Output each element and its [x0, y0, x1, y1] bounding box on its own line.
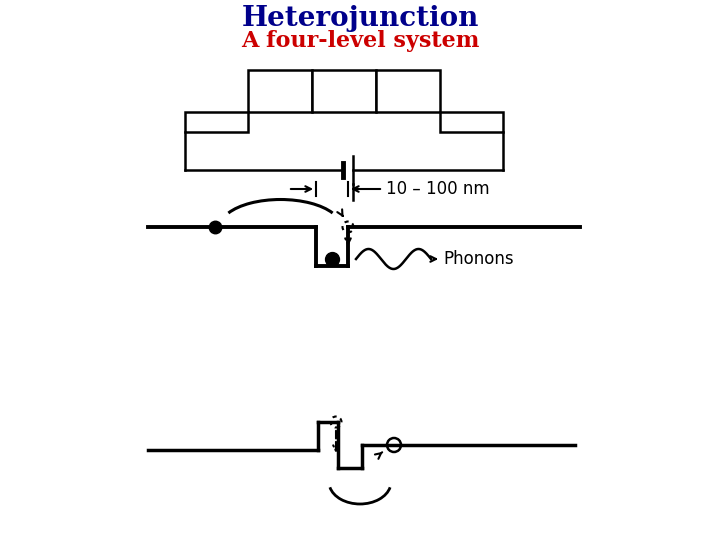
Bar [376, 70, 440, 112]
Text: Heterojunction: Heterojunction [241, 5, 479, 32]
Text: Phonons: Phonons [443, 250, 513, 268]
Text: A four-level system: A four-level system [240, 30, 480, 52]
Bar [440, 112, 503, 132]
Bar [248, 70, 312, 112]
Text: 10 – 100 nm: 10 – 100 nm [386, 180, 490, 198]
Bar [185, 112, 248, 132]
Bar [312, 70, 376, 112]
